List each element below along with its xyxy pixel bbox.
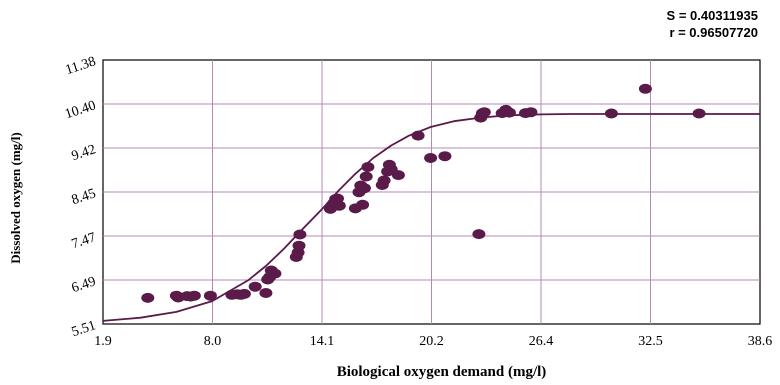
x-tick-label: 1.9 <box>94 334 112 349</box>
y-tick-label: 7.47 <box>70 230 98 252</box>
data-point <box>524 107 538 118</box>
x-tick-label: 20.2 <box>419 334 444 349</box>
x-tick-label: 32.5 <box>638 334 663 349</box>
data-point <box>424 153 438 163</box>
data-point <box>332 200 346 211</box>
data-point <box>356 199 370 210</box>
stat-r-value: r = 0.96507720 <box>669 25 758 40</box>
data-point <box>692 108 706 119</box>
data-point <box>187 290 201 301</box>
data-point <box>391 170 405 181</box>
stat-s-value: S = 0.40311935 <box>666 8 758 23</box>
data-point <box>472 229 486 240</box>
data-point <box>604 108 618 119</box>
y-tick-label: 11.38 <box>64 54 98 78</box>
y-tick-label: 10.40 <box>63 98 98 122</box>
data-point <box>638 83 652 94</box>
data-point <box>361 162 375 172</box>
data-point <box>268 268 282 279</box>
x-tick-label: 8.0 <box>204 334 222 349</box>
x-tick-labels: 1.9 8.0 14.1 20.2 26.4 32.5 38.6 <box>94 334 772 349</box>
y-axis-title: Dissolved oxygen (mg/l) <box>8 132 23 263</box>
y-tick-labels: 5.51 6.49 7.47 8.45 9.42 10.40 11.38 <box>63 54 98 340</box>
data-point <box>293 229 307 240</box>
data-point <box>248 281 262 292</box>
y-tick-label: 6.49 <box>70 274 98 296</box>
x-tick-label: 38.6 <box>748 334 773 349</box>
x-tick-label: 26.4 <box>529 334 554 349</box>
data-point <box>359 171 373 182</box>
data-points <box>141 83 706 303</box>
fitted-curve <box>102 113 760 322</box>
data-point <box>203 290 217 301</box>
y-tick-label: 5.51 <box>70 318 98 340</box>
data-point <box>237 288 251 299</box>
y-tick-label: 9.42 <box>70 142 98 164</box>
x-tick-label: 14.1 <box>310 334 335 349</box>
data-point <box>357 183 371 194</box>
grid <box>103 60 760 324</box>
data-point <box>411 130 425 141</box>
x-axis-title: Biological oxygen demand (mg/l) <box>337 364 547 380</box>
data-point <box>438 151 452 162</box>
data-point <box>259 288 273 298</box>
data-point <box>477 107 491 118</box>
data-point <box>292 240 306 251</box>
data-point <box>502 107 516 118</box>
data-point <box>377 175 391 186</box>
data-point <box>141 292 155 303</box>
y-tick-label: 8.45 <box>70 186 98 208</box>
